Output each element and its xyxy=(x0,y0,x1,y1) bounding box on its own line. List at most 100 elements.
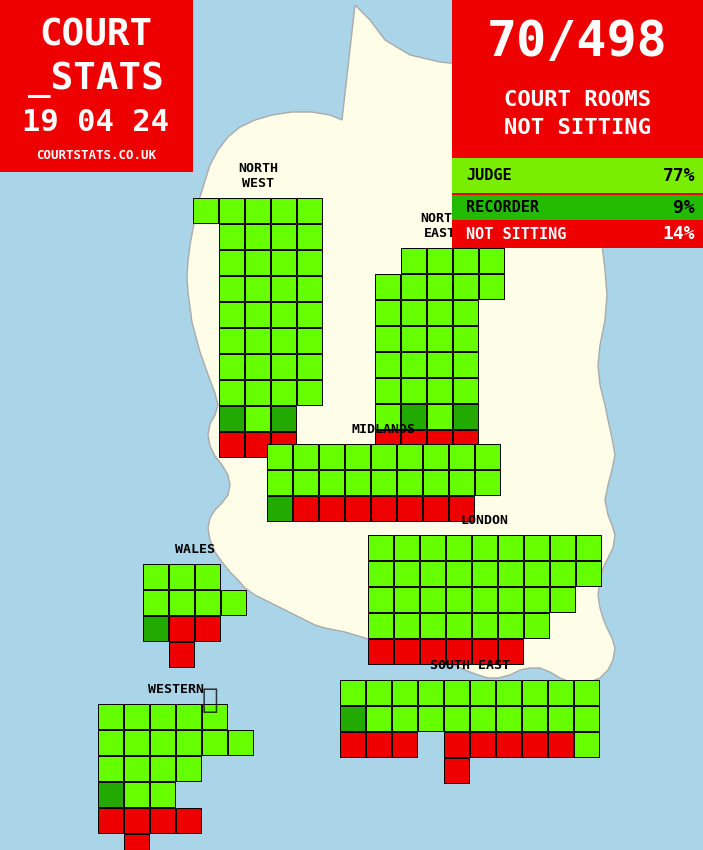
Text: LONDON: LONDON xyxy=(461,514,509,527)
Bar xyxy=(496,732,521,757)
Text: NOT SITTING: NOT SITTING xyxy=(466,226,567,241)
Bar xyxy=(453,456,478,481)
Bar xyxy=(245,328,270,353)
Bar xyxy=(267,496,292,521)
Bar xyxy=(297,354,322,379)
Bar xyxy=(345,470,370,495)
Bar xyxy=(498,639,523,664)
Bar xyxy=(397,496,422,521)
Bar xyxy=(453,300,478,325)
Bar xyxy=(271,328,296,353)
Bar xyxy=(143,590,168,615)
Bar xyxy=(219,198,244,223)
Bar xyxy=(98,756,123,781)
Bar xyxy=(297,250,322,275)
Bar xyxy=(496,680,521,705)
Bar xyxy=(548,706,573,731)
Bar xyxy=(452,0,703,248)
Bar xyxy=(452,195,703,220)
Bar xyxy=(392,732,417,757)
Bar xyxy=(498,561,523,586)
Text: NORTH
EAST: NORTH EAST xyxy=(420,212,460,240)
Bar xyxy=(366,732,391,757)
Bar xyxy=(548,732,573,757)
Bar xyxy=(340,732,365,757)
Bar xyxy=(375,404,400,429)
Bar xyxy=(420,639,445,664)
Bar xyxy=(420,613,445,638)
Bar xyxy=(271,250,296,275)
Bar xyxy=(245,224,270,249)
Bar xyxy=(150,782,175,807)
Bar xyxy=(392,706,417,731)
Bar xyxy=(446,535,471,560)
Bar xyxy=(340,680,365,705)
Bar xyxy=(293,470,318,495)
Bar xyxy=(401,300,426,325)
Bar xyxy=(446,587,471,612)
Bar xyxy=(245,380,270,405)
Bar xyxy=(169,564,194,589)
Text: JUDGE: JUDGE xyxy=(466,168,512,183)
Bar xyxy=(195,564,220,589)
Bar xyxy=(496,706,521,731)
Bar xyxy=(548,680,573,705)
Bar xyxy=(267,444,292,469)
Bar xyxy=(375,274,400,299)
Bar xyxy=(472,639,497,664)
Bar xyxy=(479,274,504,299)
Bar xyxy=(245,250,270,275)
Bar xyxy=(245,406,270,431)
Bar xyxy=(176,808,201,833)
Bar xyxy=(401,378,426,403)
Bar xyxy=(574,732,599,757)
Bar xyxy=(524,561,549,586)
Bar xyxy=(345,444,370,469)
Bar xyxy=(522,706,547,731)
Bar xyxy=(427,300,452,325)
Bar xyxy=(449,496,474,521)
Bar xyxy=(267,470,292,495)
Bar xyxy=(169,590,194,615)
Bar xyxy=(453,430,478,455)
Bar xyxy=(143,564,168,589)
Bar xyxy=(0,0,193,172)
Text: 70/498: 70/498 xyxy=(487,18,668,66)
Bar xyxy=(228,730,253,755)
Bar xyxy=(366,680,391,705)
Bar xyxy=(124,834,149,850)
Bar xyxy=(219,406,244,431)
Bar xyxy=(150,808,175,833)
Bar xyxy=(219,328,244,353)
Bar xyxy=(371,470,396,495)
Bar xyxy=(368,613,393,638)
Bar xyxy=(394,639,419,664)
Bar xyxy=(271,224,296,249)
Bar xyxy=(479,248,504,273)
Bar xyxy=(522,732,547,757)
Bar xyxy=(453,352,478,377)
Bar xyxy=(453,274,478,299)
Bar xyxy=(150,730,175,755)
Bar xyxy=(319,496,344,521)
Bar xyxy=(245,198,270,223)
Bar xyxy=(472,535,497,560)
Bar xyxy=(375,378,400,403)
Text: RECORDER: RECORDER xyxy=(466,200,539,215)
Bar xyxy=(319,470,344,495)
Bar xyxy=(271,276,296,301)
Bar xyxy=(498,613,523,638)
Bar xyxy=(293,496,318,521)
Bar xyxy=(394,587,419,612)
Bar xyxy=(98,704,123,729)
Bar xyxy=(176,730,201,755)
Text: 🐨: 🐨 xyxy=(202,686,219,714)
Bar xyxy=(574,680,599,705)
Polygon shape xyxy=(187,5,615,685)
Bar xyxy=(427,326,452,351)
Bar xyxy=(195,590,220,615)
Bar xyxy=(392,680,417,705)
Bar xyxy=(397,470,422,495)
Bar xyxy=(394,561,419,586)
Bar xyxy=(297,224,322,249)
